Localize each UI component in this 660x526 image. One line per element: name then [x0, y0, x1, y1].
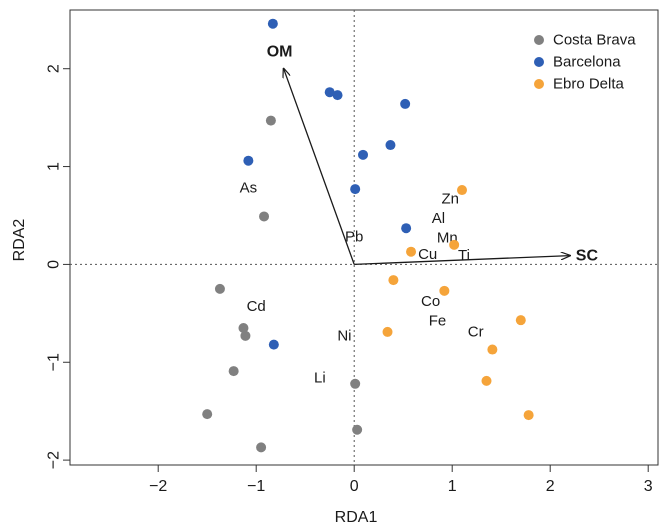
point-ebro-delta [523, 410, 534, 421]
point-ebro-delta [481, 375, 492, 386]
point-barcelona [385, 140, 396, 151]
variable-label-ti: Ti [458, 247, 470, 264]
y-tick-label: 0 [46, 260, 63, 269]
variable-label-al: Al [432, 210, 445, 227]
point-barcelona [324, 87, 335, 98]
sample-points [202, 18, 534, 453]
y-tick-label: −1 [46, 353, 63, 371]
y-tick-label: −2 [46, 451, 63, 469]
point-costa-brava [238, 323, 249, 334]
variable-label-cd: Cd [247, 298, 266, 315]
variable-label-cu: Cu [418, 246, 437, 263]
arrow-label-sc: SC [576, 248, 599, 265]
variable-label-pb: Pb [345, 229, 363, 246]
point-barcelona [268, 339, 279, 350]
variable-label-cr: Cr [468, 323, 484, 340]
point-costa-brava [240, 330, 251, 341]
arrow-label-om: OM [267, 44, 293, 61]
x-tick-label: −1 [247, 478, 265, 495]
variable-label-as: As [240, 180, 258, 197]
x-axis: −2 −1 0 1 2 3 [149, 465, 653, 495]
point-costa-brava [256, 442, 267, 453]
variable-label-co: Co [421, 293, 440, 310]
x-tick-label: −2 [149, 478, 167, 495]
point-costa-brava [228, 366, 239, 377]
legend-marker-costa-brava [534, 35, 544, 45]
point-barcelona [358, 149, 369, 160]
point-barcelona [350, 184, 361, 195]
arrow-sc [354, 256, 570, 266]
y-tick-label: 2 [46, 64, 63, 73]
point-barcelona [332, 90, 343, 101]
variable-label-zn: Zn [441, 190, 459, 207]
x-axis-title: RDA1 [335, 509, 378, 526]
x-tick-label: 3 [644, 478, 653, 495]
x-tick-label: 2 [546, 478, 555, 495]
point-barcelona [401, 223, 412, 234]
legend-marker-barcelona [534, 57, 544, 67]
point-ebro-delta [487, 344, 498, 355]
point-barcelona [243, 155, 254, 166]
point-costa-brava [350, 378, 361, 389]
y-tick-label: 1 [46, 162, 63, 171]
variable-label-fe: Fe [429, 313, 447, 330]
point-ebro-delta [382, 326, 393, 337]
legend-marker-ebro-delta [534, 79, 544, 89]
legend-label-costa-brava: Costa Brava [553, 32, 636, 49]
zero-reference-lines [70, 10, 658, 465]
point-ebro-delta [515, 315, 526, 326]
point-costa-brava [265, 115, 276, 126]
point-costa-brava [214, 283, 225, 294]
legend-label-ebro-delta: Ebro Delta [553, 76, 625, 93]
x-tick-label: 0 [350, 478, 359, 495]
point-ebro-delta [439, 285, 450, 296]
point-ebro-delta [449, 239, 460, 250]
legend: Costa Brava Barcelona Ebro Delta [534, 32, 636, 93]
environmental-arrows: OM SC [267, 44, 599, 266]
point-ebro-delta [388, 275, 399, 286]
y-axis: −2 −1 0 1 2 [46, 64, 70, 469]
variable-label-li: Li [314, 369, 326, 386]
point-costa-brava [202, 409, 213, 420]
point-ebro-delta [457, 185, 467, 196]
point-barcelona [267, 18, 278, 29]
legend-label-barcelona: Barcelona [553, 54, 621, 71]
arrow-om [284, 69, 355, 265]
point-costa-brava [352, 424, 363, 435]
point-ebro-delta [406, 246, 417, 257]
y-axis-title: RDA2 [11, 219, 28, 262]
variable-label-ni: Ni [337, 327, 351, 344]
plot-frame [69, 9, 659, 466]
point-costa-brava [259, 211, 270, 222]
point-barcelona [400, 98, 411, 109]
x-tick-label: 1 [448, 478, 457, 495]
